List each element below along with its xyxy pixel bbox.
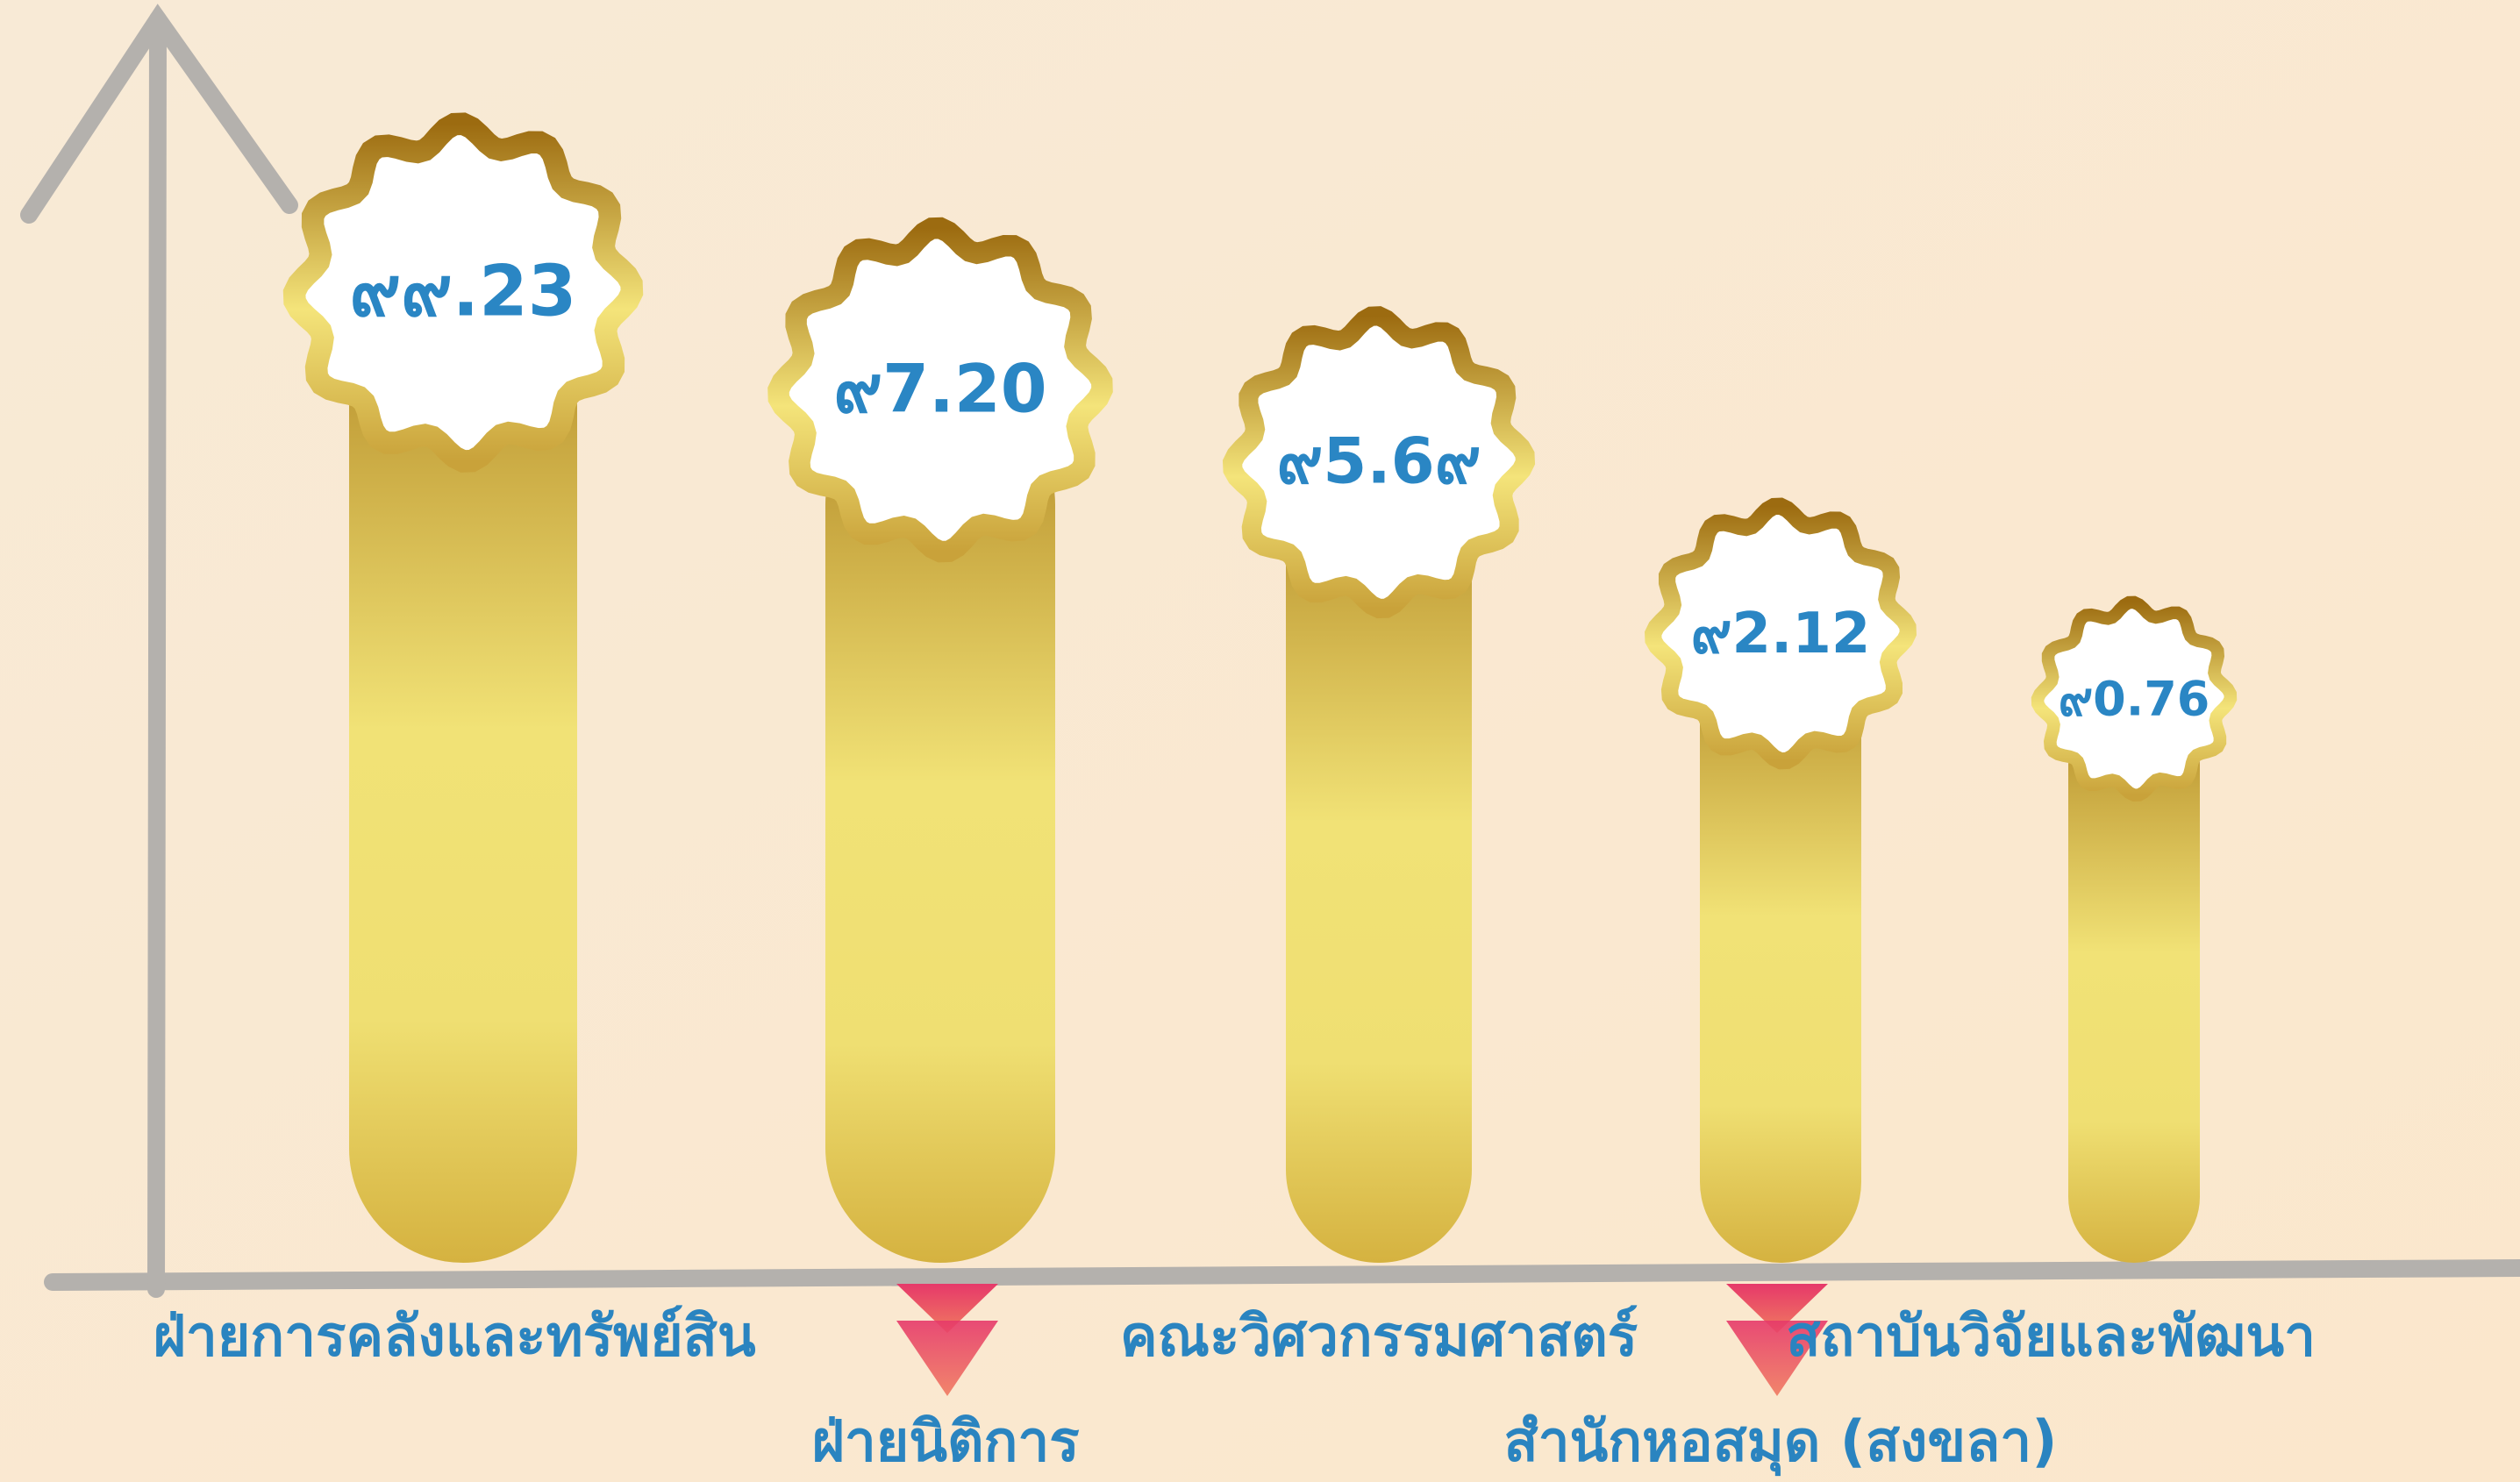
y-axis <box>156 19 158 1289</box>
value-label: ๙๙.23 <box>350 251 577 332</box>
value-label: ๙0.76 <box>2059 671 2210 726</box>
x-tick-label: สถาบันวิจัยและพัฒนา <box>1786 1305 2316 1370</box>
x-tick-label: คณะวิศวกรรมศาสตร์ <box>1120 1305 1638 1370</box>
x-tick-label: ฝ่ายนิติการ <box>811 1410 1079 1475</box>
value-label: ๙2.12 <box>1691 602 1871 666</box>
value-label: ๙5.6๙ <box>1276 424 1481 498</box>
x-tick-label: ฝ่ายการคลังและทรัพย์สิน <box>153 1305 755 1370</box>
x-tick-label: สำนักหอสมุด (สงขลา) <box>1504 1410 2058 1477</box>
value-label: ๙7.20 <box>833 350 1046 428</box>
page: ๙๙.23 ฝ่ายการคลังและทรัพย์สิน ๙7.20 ฝ่ายนิต… <box>0 0 2520 1482</box>
chart: ๙๙.23 ฝ่ายการคลังและทรัพย์สิน ๙7.20 ฝ่ายนิต… <box>0 0 2520 1482</box>
